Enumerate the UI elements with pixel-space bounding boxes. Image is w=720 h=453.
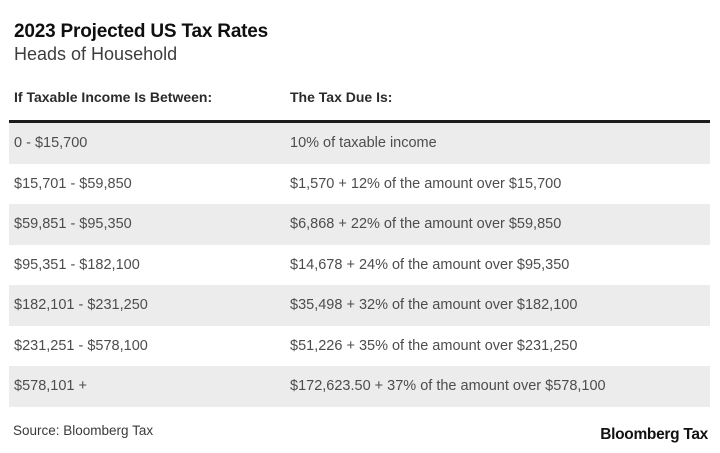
tax-due-cell: $172,623.50 + 37% of the amount over $57… <box>290 378 606 395</box>
tax-due-cell: $14,678 + 24% of the amount over $95,350 <box>290 256 570 273</box>
income-range-cell: $182,101 - $231,250 <box>14 297 148 314</box>
tax-due-cell: $6,868 + 22% of the amount over $59,850 <box>290 216 562 233</box>
income-range-cell: $59,851 - $95,350 <box>14 216 132 233</box>
income-range-cell: $95,351 - $182,100 <box>14 256 140 273</box>
column-header-tax-due: The Tax Due Is: <box>290 89 393 105</box>
income-range-cell: 0 - $15,700 <box>14 135 88 152</box>
table-row: $182,101 - $231,250 $35,498 + 32% of the… <box>9 285 710 326</box>
page-subtitle: Heads of Household <box>14 44 178 64</box>
table-row: 0 - $15,700 10% of taxable income <box>9 123 710 164</box>
table-row: $95,351 - $182,100 $14,678 + 24% of the … <box>9 244 710 285</box>
page-title: 2023 Projected US Tax Rates <box>14 21 269 42</box>
column-header-income: If Taxable Income Is Between: <box>14 89 213 105</box>
bloomberg-tax-wordmark: Bloomberg Tax <box>600 426 708 443</box>
table-row: $578,101 + $172,623.50 + 37% of the amou… <box>9 366 710 407</box>
table-row: $59,851 - $95,350 $6,868 + 22% of the am… <box>9 204 710 245</box>
income-range-cell: $231,251 - $578,100 <box>14 337 148 354</box>
tax-brackets-table: 0 - $15,700 10% of taxable income $15,70… <box>9 123 710 407</box>
source-note: Source: Bloomberg Tax <box>13 423 154 438</box>
table-row: $231,251 - $578,100 $51,226 + 35% of the… <box>9 325 710 366</box>
table-column-headers: If Taxable Income Is Between: The Tax Du… <box>0 89 720 107</box>
table-top-rule <box>9 120 710 123</box>
income-range-cell: $15,701 - $59,850 <box>14 175 132 192</box>
tax-due-cell: $1,570 + 12% of the amount over $15,700 <box>290 175 562 192</box>
tax-due-cell: $51,226 + 35% of the amount over $231,25… <box>290 337 578 354</box>
tax-due-cell: 10% of taxable income <box>290 135 437 152</box>
table-row: $15,701 - $59,850 $1,570 + 12% of the am… <box>9 163 710 204</box>
tax-due-cell: $35,498 + 32% of the amount over $182,10… <box>290 297 578 314</box>
income-range-cell: $578,101 + <box>14 378 87 395</box>
